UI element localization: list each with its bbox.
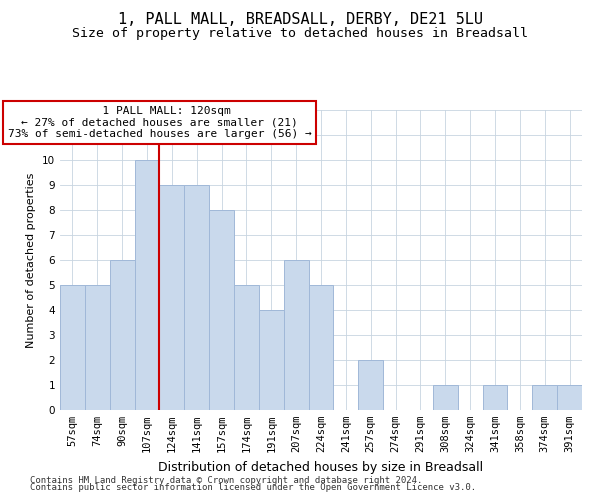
Bar [110, 260, 134, 410]
Text: Contains public sector information licensed under the Open Government Licence v3: Contains public sector information licen… [30, 484, 476, 492]
Bar [557, 385, 582, 410]
Bar [85, 285, 110, 410]
Text: Contains HM Land Registry data © Crown copyright and database right 2024.: Contains HM Land Registry data © Crown c… [30, 476, 422, 485]
Bar [358, 360, 383, 410]
Bar [209, 210, 234, 410]
Bar [184, 185, 209, 410]
Bar [160, 185, 184, 410]
Bar [532, 385, 557, 410]
Bar [482, 385, 508, 410]
Bar [284, 260, 308, 410]
Bar [134, 160, 160, 410]
Bar [60, 285, 85, 410]
Bar [308, 285, 334, 410]
Text: 1 PALL MALL: 120sqm
← 27% of detached houses are smaller (21)
73% of semi-detach: 1 PALL MALL: 120sqm ← 27% of detached ho… [8, 106, 311, 139]
Y-axis label: Number of detached properties: Number of detached properties [26, 172, 37, 348]
Text: 1, PALL MALL, BREADSALL, DERBY, DE21 5LU: 1, PALL MALL, BREADSALL, DERBY, DE21 5LU [118, 12, 482, 28]
Bar [433, 385, 458, 410]
Bar [234, 285, 259, 410]
Text: Size of property relative to detached houses in Breadsall: Size of property relative to detached ho… [72, 28, 528, 40]
Bar [259, 310, 284, 410]
X-axis label: Distribution of detached houses by size in Breadsall: Distribution of detached houses by size … [158, 460, 484, 473]
